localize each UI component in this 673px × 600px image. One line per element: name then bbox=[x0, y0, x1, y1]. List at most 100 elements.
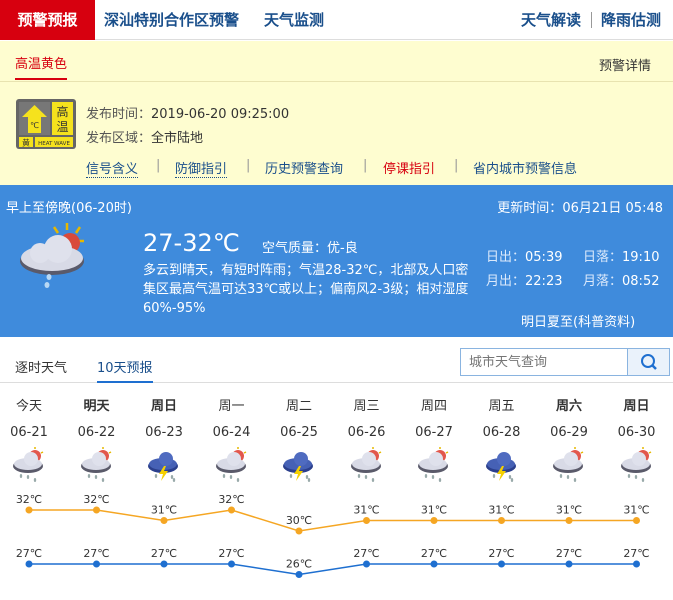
low-temp-label: 27℃ bbox=[421, 547, 447, 560]
low-temp-point bbox=[363, 560, 370, 568]
sunset-time: 19:10 bbox=[622, 250, 660, 265]
forecast-day: 周三 06-26 bbox=[337, 395, 397, 486]
aqi-label: 空气质量： bbox=[262, 241, 328, 256]
high-temp-point bbox=[565, 517, 573, 524]
tab-10-day[interactable]: 10天预报 bbox=[97, 357, 153, 383]
date: 06-30 bbox=[617, 425, 656, 440]
warning-details-link[interactable]: 预警详情 bbox=[598, 59, 651, 74]
high-temp-label: 32℃ bbox=[83, 493, 109, 506]
city-search bbox=[460, 348, 670, 376]
publish-time: 发布时间：2019-06-20 09:25:00 bbox=[86, 103, 289, 122]
date: 06-29 bbox=[550, 425, 588, 440]
nav-rain-estimate[interactable]: 降雨估测 bbox=[601, 11, 662, 29]
forecast-day: 明天 06-22 bbox=[67, 395, 127, 486]
top-nav: 预警预报 深汕特别合作区预警 天气监测 天气解读 降雨估测 bbox=[0, 0, 673, 40]
forecast-day: 周日 06-23 bbox=[134, 395, 194, 486]
sunset-label: 日落： bbox=[583, 250, 623, 265]
moonset-label: 月落： bbox=[583, 274, 623, 289]
solar-term-link[interactable]: 明日夏至(科普资料) bbox=[521, 315, 636, 330]
link-province-warnings[interactable]: 省内城市预警信息 bbox=[473, 162, 578, 177]
link-divider: | bbox=[246, 158, 251, 173]
high-temp-label: 31℃ bbox=[556, 504, 582, 517]
nav-warning-forecast[interactable]: 预警预报 bbox=[0, 0, 95, 40]
high-temp-label: 30℃ bbox=[286, 514, 312, 527]
shower-icon bbox=[539, 446, 599, 486]
link-signal-meaning[interactable]: 信号含义 bbox=[86, 158, 139, 178]
date: 06-27 bbox=[415, 425, 453, 440]
search-button[interactable] bbox=[627, 349, 669, 375]
low-temp-label: 27℃ bbox=[488, 547, 514, 560]
weekday: 周二 bbox=[285, 399, 312, 414]
low-temp-label: 27℃ bbox=[151, 547, 177, 560]
shower-icon bbox=[0, 446, 59, 486]
svg-text:黄: 黄 bbox=[22, 138, 30, 148]
high-temp-point bbox=[25, 506, 33, 514]
update-time: 06月21日 05:48 bbox=[562, 201, 663, 216]
period: 早上至傍晚(06-20时) bbox=[6, 201, 132, 216]
nav-shenshan[interactable]: 深汕特别合作区预警 bbox=[104, 11, 240, 29]
low-temp-label: 27℃ bbox=[16, 547, 42, 560]
link-school-suspension[interactable]: 停课指引 bbox=[383, 162, 436, 177]
high-temp-point bbox=[93, 506, 100, 514]
aqi-value: 优-良 bbox=[327, 241, 358, 256]
low-temp-label: 27℃ bbox=[218, 547, 244, 560]
warning-tab[interactable]: 高温黄色 bbox=[15, 53, 68, 80]
moonset-time: 08:52 bbox=[622, 274, 660, 289]
weekday: 周三 bbox=[353, 399, 380, 414]
low-temp-label: 27℃ bbox=[556, 547, 582, 560]
high-temp-point bbox=[160, 517, 168, 524]
high-temp-label: 31℃ bbox=[488, 504, 514, 517]
link-defense-guide[interactable]: 防御指引 bbox=[175, 158, 228, 178]
high-temp-label: 31℃ bbox=[151, 504, 177, 517]
low-temp-point bbox=[160, 560, 168, 568]
low-temp-point bbox=[430, 560, 438, 568]
nav-weather-monitor[interactable]: 天气监测 bbox=[264, 11, 325, 29]
low-temp-point bbox=[565, 560, 573, 568]
svg-text:温: 温 bbox=[56, 120, 68, 134]
weekday: 今天 bbox=[15, 399, 42, 414]
high-temp-point bbox=[430, 517, 438, 524]
partly-cloudy-shower-icon bbox=[14, 219, 90, 293]
nav-weather-interpretation[interactable]: 天气解读 bbox=[521, 11, 582, 29]
shower-icon bbox=[67, 446, 127, 486]
low-temp-point bbox=[25, 560, 33, 568]
svg-text:℃: ℃ bbox=[30, 121, 39, 130]
date: 06-24 bbox=[212, 425, 251, 440]
link-divider: | bbox=[156, 158, 161, 173]
tab-hourly[interactable]: 逐时天气 bbox=[15, 361, 68, 376]
weekday: 明天 bbox=[83, 399, 110, 414]
low-temp-point bbox=[93, 560, 100, 568]
date: 06-21 bbox=[10, 425, 48, 440]
forecast-day: 周六 06-29 bbox=[539, 395, 599, 486]
shower-icon bbox=[202, 446, 262, 486]
moonrise-label: 月出： bbox=[486, 274, 526, 289]
date: 06-23 bbox=[145, 425, 183, 440]
city-search-input[interactable] bbox=[461, 349, 626, 375]
svg-text:HEAT WAVE: HEAT WAVE bbox=[38, 141, 70, 147]
shower-icon bbox=[337, 446, 397, 486]
thunderstorm-icon bbox=[472, 446, 532, 486]
today-forecast: 早上至傍晚(06-20时) 更新时间：06月21日 05:48 27-32℃ 空… bbox=[0, 185, 673, 337]
high-temp-point bbox=[228, 506, 235, 514]
high-temp-label: 31℃ bbox=[623, 504, 649, 517]
forecast-tabs: 逐时天气 10天预报 bbox=[0, 345, 673, 383]
low-temp-line bbox=[29, 563, 637, 576]
weather-description: 多云到晴天，有短时阵雨；气温28-32℃，北部及人口密集区最高气温可达33℃或以… bbox=[143, 263, 469, 316]
low-temp-point bbox=[295, 571, 303, 578]
link-history[interactable]: 历史预警查询 bbox=[265, 162, 344, 177]
search-icon bbox=[641, 354, 657, 370]
weekday: 周六 bbox=[555, 399, 582, 414]
heat-wave-warning-icon: ℃ 高 温 黄 HEAT WAVE bbox=[16, 99, 76, 149]
low-temp-label: 26℃ bbox=[286, 558, 312, 571]
high-temp-label: 32℃ bbox=[16, 493, 42, 506]
publish-area-value: 全市陆地 bbox=[151, 131, 204, 146]
forecast-day: 周二 06-25 bbox=[269, 395, 329, 486]
low-temp-label: 27℃ bbox=[353, 547, 379, 560]
link-divider: | bbox=[363, 158, 368, 173]
date: 06-25 bbox=[280, 425, 318, 440]
thunderstorm-icon bbox=[269, 446, 329, 486]
warning-panel: 高温黄色 预警详情 ℃ 高 温 黄 HEAT WAVE 发布时间：2019-06… bbox=[0, 41, 673, 185]
low-temp-point bbox=[498, 560, 505, 568]
update-label: 更新时间： bbox=[497, 201, 563, 216]
svg-text:高: 高 bbox=[56, 104, 68, 119]
